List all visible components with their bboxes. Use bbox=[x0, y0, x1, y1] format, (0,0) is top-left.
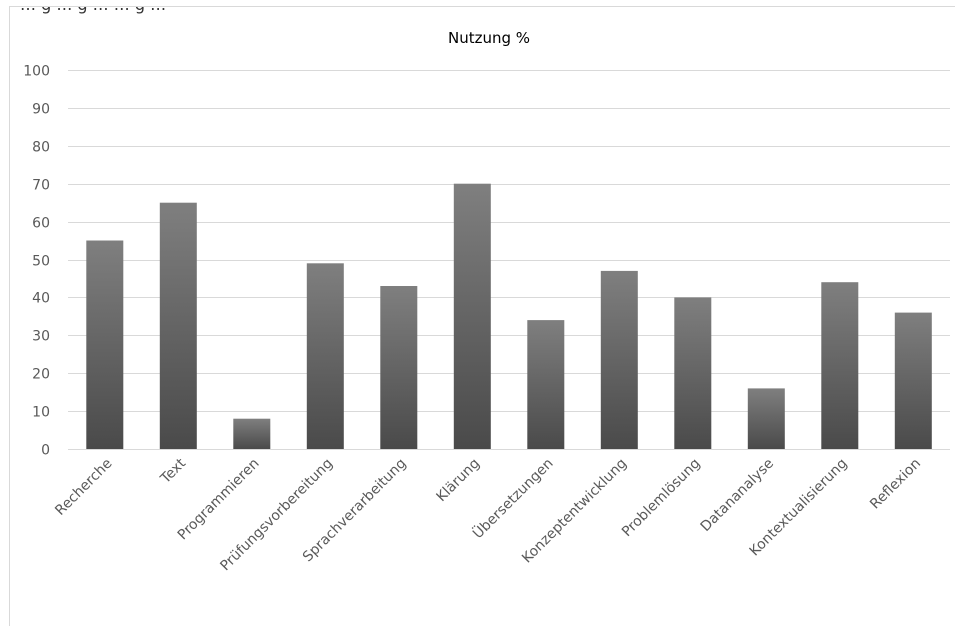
bar-reflexion bbox=[894, 312, 932, 449]
y-tick-label: 40 bbox=[32, 291, 50, 307]
x-tick-label: Klärung bbox=[434, 456, 484, 506]
bar-text bbox=[159, 202, 197, 449]
bar-prüfungsvorbereitung bbox=[306, 263, 344, 449]
bar-programmieren bbox=[233, 418, 271, 449]
bar-klärung bbox=[453, 183, 491, 449]
y-tick-label: 10 bbox=[32, 405, 50, 421]
bars bbox=[86, 183, 932, 449]
gridlines bbox=[68, 70, 950, 450]
chart-title: Nutzung % bbox=[448, 29, 530, 47]
y-tick-label: 100 bbox=[23, 64, 50, 80]
y-tick-label: 50 bbox=[32, 254, 50, 270]
x-tick-label: Text bbox=[157, 455, 189, 487]
y-axis-ticks: 0 10 20 30 40 50 60 70 80 90 100 bbox=[23, 64, 50, 459]
bar-konzeptentwicklung bbox=[600, 270, 638, 449]
y-tick-label: 30 bbox=[32, 329, 50, 345]
chart-frame: … g … g … … g … bbox=[9, 6, 955, 626]
x-tick-label: Problemlösung bbox=[619, 456, 704, 541]
x-axis-labels: Recherche TextProgrammierenPrüfungsvorber… bbox=[52, 454, 924, 574]
y-tick-label: 0 bbox=[41, 443, 50, 459]
bar-problemlösung bbox=[674, 297, 712, 449]
bar-datananalyse bbox=[747, 388, 785, 449]
bar-sprachverarbeitung bbox=[380, 286, 418, 449]
bar-recherche bbox=[86, 240, 124, 449]
bar-übersetzungen bbox=[527, 320, 565, 449]
y-tick-label: 90 bbox=[32, 102, 50, 118]
y-tick-label: 70 bbox=[32, 178, 50, 194]
y-tick-label: 80 bbox=[32, 140, 50, 156]
y-tick-label: 20 bbox=[32, 367, 50, 383]
x-tick-label: Reflexion bbox=[867, 456, 924, 513]
bar-kontextualisierung bbox=[821, 282, 859, 449]
x-tick-label: Datananalyse bbox=[698, 456, 777, 535]
x-tick-label: Recherche bbox=[52, 456, 115, 519]
y-tick-label: 60 bbox=[32, 216, 50, 232]
cropped-header-text: … g … g … … g … bbox=[20, 7, 166, 14]
